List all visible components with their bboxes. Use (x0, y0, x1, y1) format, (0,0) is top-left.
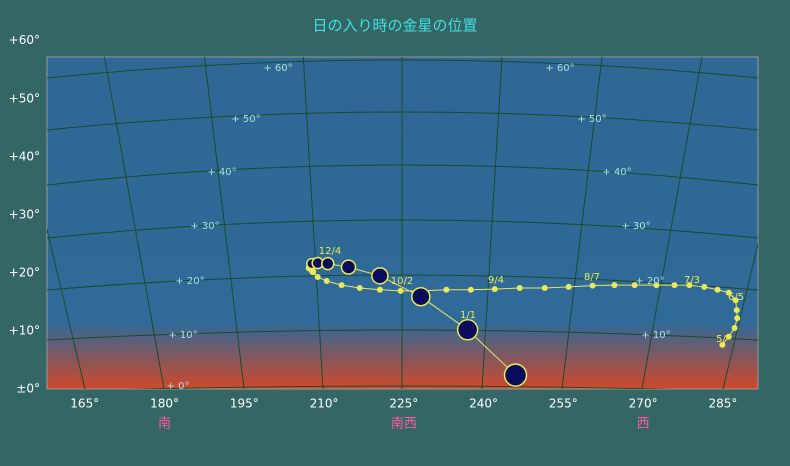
venus-point (397, 287, 404, 294)
date-label: 12/4 (319, 246, 341, 257)
chart-title: 日の入り時の金星の位置 (312, 17, 477, 35)
venus-point (321, 256, 335, 271)
venus-point (714, 286, 721, 293)
y-tick-label: +30° (9, 207, 40, 221)
venus-point (314, 273, 321, 280)
venus-point (631, 282, 638, 289)
x-tick-label: 210° (310, 397, 339, 411)
venus-point (376, 286, 383, 293)
venus-point (731, 325, 738, 332)
x-tick-label: 195° (230, 397, 259, 411)
venus-point (725, 333, 732, 340)
venus-point (443, 286, 450, 293)
date-label: 10/2 (391, 276, 413, 287)
x-tick-label: 240° (469, 397, 498, 411)
x-tick-label: 285° (708, 397, 737, 411)
venus-point (371, 267, 389, 285)
altitude-label: + 60° (545, 63, 574, 74)
y-tick-label: +50° (9, 91, 40, 105)
altitude-label: + 20° (635, 276, 664, 287)
y-tick-label: +40° (9, 149, 40, 163)
azimuth-line (204, 57, 245, 389)
venus-track (305, 256, 741, 387)
x-tick-label: 165° (70, 397, 99, 411)
altitude-label: + 10° (168, 330, 197, 341)
venus-point (732, 297, 739, 304)
venus-point (323, 278, 330, 285)
venus-point (611, 282, 618, 289)
y-tick-label: ±0° (16, 382, 40, 396)
direction-label: 南 (158, 416, 171, 432)
venus-point (725, 289, 732, 296)
venus-point (338, 282, 345, 289)
x-tick-label: 180° (150, 397, 179, 411)
venus-point (701, 283, 708, 290)
venus-point (686, 282, 693, 289)
venus-point (491, 286, 498, 293)
venus-point (456, 319, 479, 341)
altitude-label: + 40° (207, 167, 236, 178)
direction-label: 南西 (391, 416, 417, 432)
date-label: 1/1 (460, 310, 476, 321)
x-tick-label: 270° (629, 397, 658, 411)
azimuth-line (47, 227, 86, 389)
altitude-label: + 20° (175, 276, 204, 287)
altitude-label: + 30° (190, 221, 219, 232)
venus-point (565, 283, 572, 290)
venus-point (734, 315, 741, 322)
date-label: 7/3 (684, 275, 700, 286)
venus-point (671, 282, 678, 289)
altitude-label: + 30° (621, 221, 650, 232)
azimuth-line (641, 57, 703, 389)
azimuth-line (722, 242, 758, 389)
date-label: 5/ (716, 334, 726, 345)
x-tick-label: 255° (549, 397, 578, 411)
y-tick-label: +10° (9, 323, 40, 337)
altitude-label: + 60° (263, 63, 292, 74)
azimuth-line (561, 57, 603, 389)
venus-point (340, 259, 357, 275)
altitude-label: + 10° (641, 330, 670, 341)
x-tick-label: 225° (389, 397, 418, 411)
altitude-label: + 50° (231, 114, 260, 125)
sky-grid (47, 57, 758, 389)
azimuth-line (104, 57, 165, 389)
direction-label: 西 (637, 417, 650, 432)
altitude-label: + 40° (602, 167, 631, 178)
date-label: 9/4 (488, 275, 504, 286)
venus-point (719, 341, 726, 348)
venus-point (356, 285, 363, 292)
venus-point (541, 285, 548, 292)
venus-point (589, 282, 596, 289)
y-tick-label: +20° (9, 265, 40, 279)
date-label: 8/7 (584, 272, 600, 283)
venus-point (653, 282, 660, 289)
venus-point (503, 363, 528, 387)
altitude-label: + 50° (577, 114, 606, 125)
venus-point (411, 286, 431, 307)
date-label: 6/5 (728, 292, 744, 303)
altitude-label: + 0° (167, 381, 190, 392)
y-tick-label: +60° (9, 33, 40, 47)
venus-point (467, 286, 474, 293)
azimuth-line (302, 57, 324, 389)
venus-point (516, 285, 523, 292)
azimuth-line (481, 57, 503, 389)
venus-point (733, 307, 740, 314)
